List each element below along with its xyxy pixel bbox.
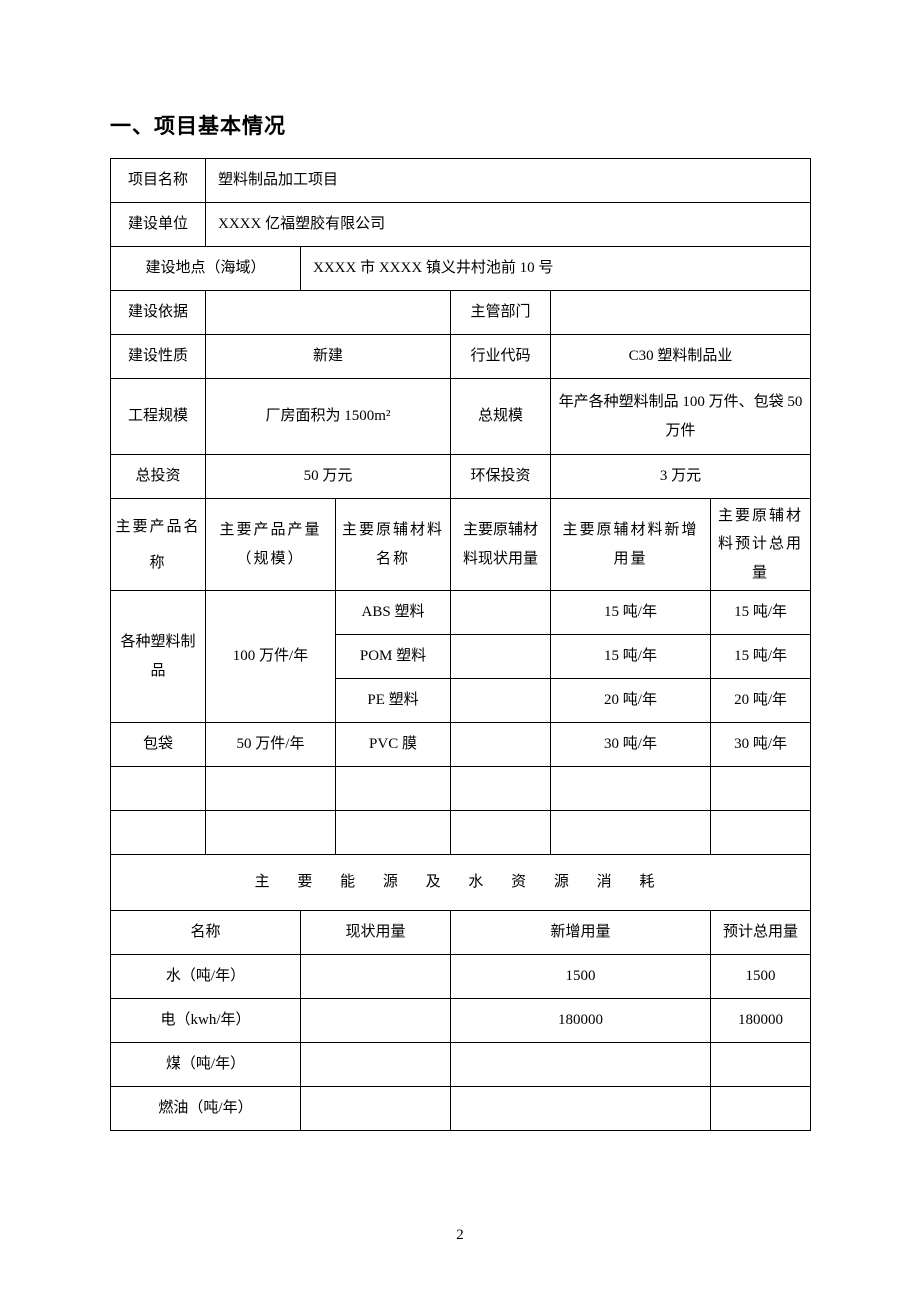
label-env-invest: 环保投资 [451, 455, 551, 499]
energy-col-total: 预计总用量 [711, 911, 811, 955]
energy-col-name: 名称 [111, 911, 301, 955]
energy-col-added: 新增用量 [451, 911, 711, 955]
header-material-total: 主要原辅材料预计总用量 [711, 499, 811, 591]
label-industry-code: 行业代码 [451, 335, 551, 379]
value-total-invest: 50 万元 [206, 455, 451, 499]
energy-total [711, 1043, 811, 1087]
material-name: ABS 塑料 [336, 591, 451, 635]
material-name: PVC 膜 [336, 723, 451, 767]
section-heading: 一、项目基本情况 [110, 110, 820, 140]
energy-name: 燃油（吨/年） [111, 1087, 301, 1131]
project-info-table: 项目名称 塑料制品加工项目 建设单位 XXXX 亿福塑胶有限公司 建设地点（海域… [110, 158, 811, 1131]
product-output: 100 万件/年 [206, 591, 336, 723]
header-product-output: 主要产品产量（规模） [206, 499, 336, 591]
material-added: 15 吨/年 [551, 635, 711, 679]
material-current [451, 635, 551, 679]
label-total-scale: 总规模 [451, 379, 551, 455]
material-name: POM 塑料 [336, 635, 451, 679]
material-total: 20 吨/年 [711, 679, 811, 723]
energy-name: 水（吨/年） [111, 955, 301, 999]
label-nature: 建设性质 [111, 335, 206, 379]
material-added: 15 吨/年 [551, 591, 711, 635]
value-construction-unit: XXXX 亿福塑胶有限公司 [206, 203, 811, 247]
energy-total: 1500 [711, 955, 811, 999]
header-material-name: 主要原辅材料名称 [336, 499, 451, 591]
empty-row [111, 811, 811, 855]
material-current [451, 679, 551, 723]
product-output: 50 万件/年 [206, 723, 336, 767]
energy-row: 煤（吨/年） [111, 1043, 811, 1087]
energy-current [301, 1043, 451, 1087]
value-total-scale: 年产各种塑料制品 100 万件、包袋 50 万件 [551, 379, 811, 455]
value-nature: 新建 [206, 335, 451, 379]
energy-current [301, 999, 451, 1043]
label-basis: 建设依据 [111, 291, 206, 335]
energy-current [301, 955, 451, 999]
energy-row: 水（吨/年） 1500 1500 [111, 955, 811, 999]
energy-total: 180000 [711, 999, 811, 1043]
energy-col-current: 现状用量 [301, 911, 451, 955]
label-location: 建设地点（海域） [111, 247, 301, 291]
header-product-name: 主要产品名称 [111, 499, 206, 591]
value-env-invest: 3 万元 [551, 455, 811, 499]
material-current [451, 591, 551, 635]
energy-added [451, 1043, 711, 1087]
material-current [451, 723, 551, 767]
label-construction-unit: 建设单位 [111, 203, 206, 247]
value-authority [551, 291, 811, 335]
header-material-current: 主要原辅材料现状用量 [451, 499, 551, 591]
label-total-invest: 总投资 [111, 455, 206, 499]
energy-row: 燃油（吨/年） [111, 1087, 811, 1131]
empty-row [111, 767, 811, 811]
product-row: 各种塑料制品 100 万件/年 ABS 塑料 15 吨/年 15 吨/年 [111, 591, 811, 635]
energy-name: 电（kwh/年） [111, 999, 301, 1043]
material-total: 15 吨/年 [711, 635, 811, 679]
energy-added: 180000 [451, 999, 711, 1043]
material-total: 15 吨/年 [711, 591, 811, 635]
product-name: 各种塑料制品 [111, 591, 206, 723]
page-number: 2 [0, 1227, 920, 1244]
value-location: XXXX 市 XXXX 镇义井村池前 10 号 [301, 247, 811, 291]
value-project-name: 塑料制品加工项目 [206, 159, 811, 203]
material-added: 20 吨/年 [551, 679, 711, 723]
material-total: 30 吨/年 [711, 723, 811, 767]
energy-total [711, 1087, 811, 1131]
header-material-added: 主要原辅材料新增用量 [551, 499, 711, 591]
material-name: PE 塑料 [336, 679, 451, 723]
label-authority: 主管部门 [451, 291, 551, 335]
product-name: 包袋 [111, 723, 206, 767]
energy-name: 煤（吨/年） [111, 1043, 301, 1087]
value-basis [206, 291, 451, 335]
energy-current [301, 1087, 451, 1131]
energy-row: 电（kwh/年） 180000 180000 [111, 999, 811, 1043]
material-added: 30 吨/年 [551, 723, 711, 767]
energy-header: 主 要 能 源 及 水 资 源 消 耗 [111, 855, 811, 911]
label-project-name: 项目名称 [111, 159, 206, 203]
product-row: 包袋 50 万件/年 PVC 膜 30 吨/年 30 吨/年 [111, 723, 811, 767]
energy-added [451, 1087, 711, 1131]
energy-added: 1500 [451, 955, 711, 999]
label-scale: 工程规模 [111, 379, 206, 455]
value-scale: 厂房面积为 1500m² [206, 379, 451, 455]
value-industry-code: C30 塑料制品业 [551, 335, 811, 379]
